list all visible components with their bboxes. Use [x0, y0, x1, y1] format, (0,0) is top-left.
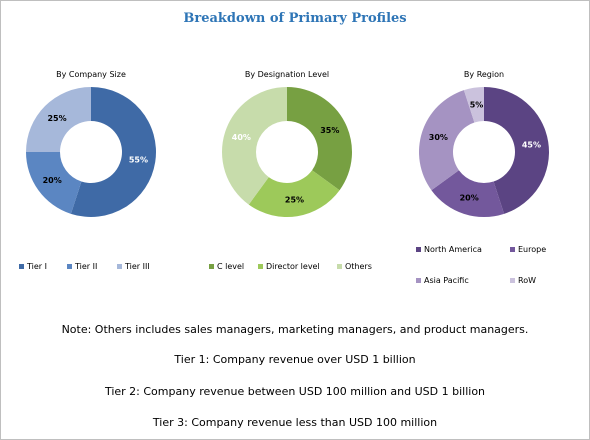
slice-label-row: 5%	[470, 101, 484, 110]
slice-label-tier-i: 55%	[129, 156, 148, 165]
legend-label-tier-iii: Tier III	[124, 262, 150, 271]
slice-row	[463, 87, 484, 123]
slice-label-tier-iii: 25%	[47, 114, 66, 123]
note-tier3: Tier 3: Company revenue less than USD 10…	[152, 416, 438, 429]
slice-c-level	[287, 87, 352, 191]
slice-north-america	[484, 87, 549, 214]
slice-label-c-level: 35%	[320, 126, 339, 135]
slice-others	[222, 87, 287, 205]
chart-by-company-size: By Company Size 55% 20% 25% Tier I Tier II Tie…	[19, 70, 156, 271]
legend-label-tier-i: Tier I	[26, 262, 47, 271]
main-title: Breakdown of Primary Profiles	[183, 11, 407, 26]
chart-by-region: By Region 45% 20% 30% 5% North America Europe A…	[416, 70, 549, 285]
legend-swatch-others	[337, 264, 342, 269]
legend-label-row: RoW	[518, 276, 536, 285]
note-tier1: Tier 1: Company revenue over USD 1 billi…	[174, 353, 416, 366]
slice-label-north-america: 45%	[522, 140, 541, 149]
slice-label-asia-pacific: 30%	[429, 133, 448, 142]
legend-swatch-c-level	[209, 264, 214, 269]
slice-label-others: 40%	[232, 133, 251, 142]
chart-title: By Designation Level	[245, 70, 329, 79]
legend-label-europe: Europe	[518, 245, 546, 254]
slice-label-director-level: 25%	[285, 195, 304, 204]
slice-tier-i	[70, 87, 156, 217]
slice-europe	[431, 170, 505, 218]
slice-tier-ii	[26, 152, 82, 214]
legend-label-north-america: North America	[424, 245, 482, 254]
legend-swatch-europe	[510, 247, 515, 252]
legend-label-director-level: Director level	[266, 262, 320, 271]
slice-label-europe: 20%	[460, 194, 479, 203]
legend-label-asia-pacific: Asia Pacific	[424, 276, 469, 285]
legend-label-tier-ii: Tier II	[74, 262, 97, 271]
legend-swatch-row	[510, 278, 515, 283]
legend-swatch-north-america	[416, 247, 421, 252]
legend-swatch-tier-iii	[117, 264, 122, 269]
charts-area: By Company Size 55% 20% 25% Tier I Tier II Tie…	[19, 70, 549, 285]
legend-swatch-tier-ii	[67, 264, 72, 269]
slice-director-level	[248, 170, 340, 217]
note-tier2: Tier 2: Company revenue between USD 100 …	[104, 385, 486, 398]
note-others: Note: Others includes sales managers, ma…	[61, 323, 529, 336]
legend-label-c-level: C level	[217, 262, 244, 271]
chart-title: By Company Size	[56, 70, 126, 79]
legend-swatch-asia-pacific	[416, 278, 421, 283]
slice-tier-iii	[26, 87, 91, 152]
legend-label-others: Others	[345, 262, 372, 271]
chart-title: By Region	[464, 70, 504, 79]
chart-by-designation-level: By Designation Level 35% 25% 40% C level Dire…	[209, 70, 372, 271]
slice-asia-pacific	[419, 90, 475, 191]
legend-swatch-director-level	[258, 264, 263, 269]
legend-swatch-tier-i	[19, 264, 24, 269]
slice-label-tier-ii: 20%	[43, 176, 62, 185]
